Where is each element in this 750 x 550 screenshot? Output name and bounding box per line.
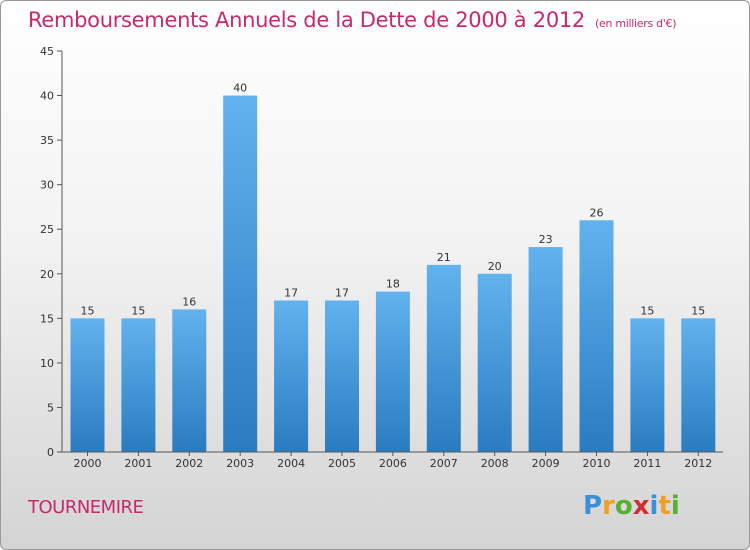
y-tick-label: 35: [40, 134, 54, 147]
y-tick-label: 45: [40, 45, 54, 58]
x-tick-label: 2008: [481, 457, 509, 470]
bar-2012: [681, 318, 716, 452]
bar-value-label: 16: [182, 295, 196, 308]
proxiti-logo: Proxiti: [583, 491, 680, 521]
x-tick-label: 2010: [583, 457, 611, 470]
bar-value-label: 21: [437, 251, 451, 264]
x-tick-label: 2009: [532, 457, 560, 470]
x-tick-label: 2012: [684, 457, 712, 470]
bar-2003: [223, 95, 258, 453]
logo-letter: i: [670, 491, 680, 521]
logo-letter: i: [649, 491, 659, 521]
x-tick-label: 2000: [74, 457, 102, 470]
x-tick-label: 2005: [328, 457, 356, 470]
y-tick-label: 20: [40, 268, 54, 281]
bar-2004: [274, 300, 309, 452]
bar-2000: [70, 318, 105, 452]
bar-value-label: 23: [539, 233, 553, 246]
bar-value-label: 15: [640, 304, 654, 317]
x-tick-label: 2006: [379, 457, 407, 470]
x-tick-label: 2002: [175, 457, 203, 470]
bar-value-label: 15: [131, 304, 145, 317]
bar-2001: [121, 318, 156, 452]
x-tick-label: 2011: [633, 457, 661, 470]
logo-letter: x: [632, 491, 650, 521]
logo-letter: r: [602, 491, 615, 521]
bar-2010: [579, 220, 614, 452]
x-tick-label: 2001: [124, 457, 152, 470]
bar-value-label: 20: [488, 260, 502, 273]
bar-value-label: 17: [284, 287, 298, 300]
bar-value-label: 40: [233, 82, 247, 95]
y-tick-label: 5: [47, 401, 54, 414]
x-tick-label: 2007: [430, 457, 458, 470]
bar-2008: [477, 273, 512, 452]
bar-2002: [172, 309, 207, 452]
bar-2006: [375, 291, 410, 452]
bar-2011: [630, 318, 665, 452]
x-tick-label: 2003: [226, 457, 254, 470]
bar-value-label: 26: [590, 206, 604, 219]
bar-value-label: 18: [386, 278, 400, 291]
x-tick-label: 2004: [277, 457, 305, 470]
chart-title-text: Remboursements Annuels de la Dette de 20…: [28, 8, 585, 32]
y-tick-label: 15: [40, 312, 54, 325]
y-tick-label: 25: [40, 223, 54, 236]
commune-name: TOURNEMIRE: [28, 497, 144, 518]
bar-2009: [528, 247, 563, 452]
chart-title: Remboursements Annuels de la Dette de 20…: [28, 8, 676, 32]
bar-value-label: 15: [81, 304, 95, 317]
logo-letter: t: [658, 491, 671, 521]
logo-letter: o: [614, 491, 633, 521]
bar-value-label: 17: [335, 287, 349, 300]
chart-unit: (en milliers d'€): [595, 17, 677, 30]
y-tick-label: 10: [40, 357, 54, 370]
y-tick-label: 40: [40, 90, 54, 103]
bar-2005: [325, 300, 359, 452]
logo-letter: P: [583, 491, 603, 521]
y-tick-label: 30: [40, 179, 54, 192]
bar-2007: [426, 264, 461, 452]
bar-value-label: 15: [691, 304, 705, 317]
y-tick-label: 0: [47, 446, 54, 459]
